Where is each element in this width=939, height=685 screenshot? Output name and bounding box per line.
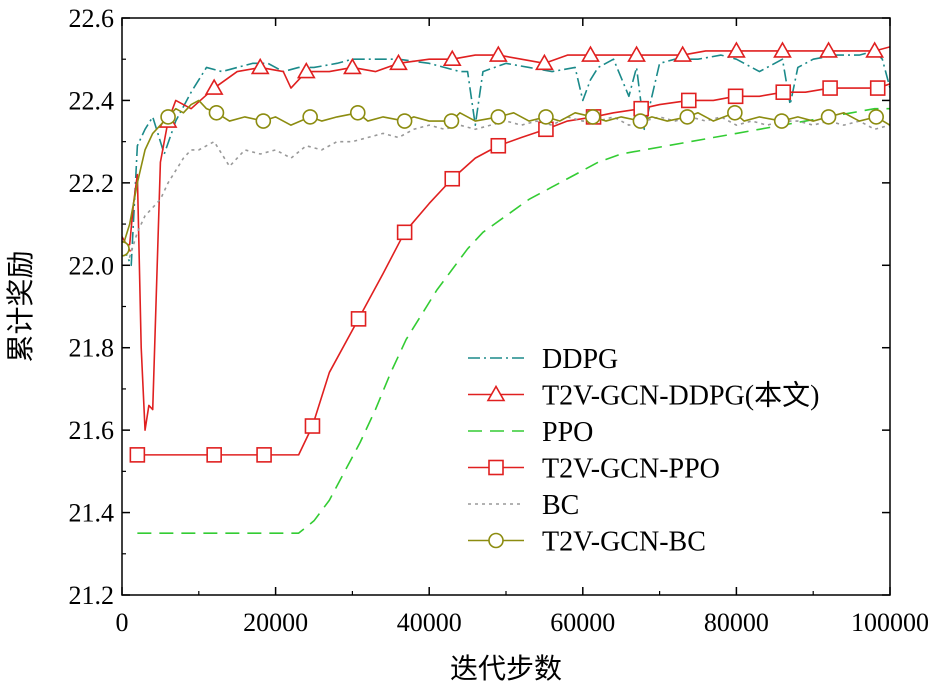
series-t2v-gcn-ppo-marker-27 <box>822 80 838 96</box>
series-bc-line <box>122 116 890 258</box>
y-tick-label: 22.6 <box>69 4 115 33</box>
legend-label: T2V-GCN-BC <box>542 527 706 558</box>
series-t2v-gcn-ddpg-marker-27 <box>535 53 554 71</box>
series-t2v-gcn-ddpg-marker-39 <box>819 41 838 58</box>
series-t2v-gcn-ddpg-marker-29 <box>581 45 600 62</box>
series-t2v-gcn-ddpg-marker-17 <box>296 61 316 79</box>
series-t2v-gcn-ppo-marker-21 <box>680 92 697 109</box>
y-tick-label: 21.8 <box>69 334 115 363</box>
series-t2v-gcn-bc-marker-24 <box>396 113 413 129</box>
legend-item-t2v-gcn-ppo: T2V-GCN-PPO <box>468 454 720 485</box>
legend-item-t2v-gcn-bc-marker-legend <box>488 532 504 549</box>
y-tick-label: 21.2 <box>69 581 115 610</box>
series-ddpg-line <box>122 50 890 267</box>
series-t2v-gcn-ddpg-marker-12 <box>204 78 224 95</box>
series-t2v-gcn-ppo-marker-23 <box>727 88 744 105</box>
series-t2v-gcn-bc-marker-51 <box>820 109 837 125</box>
series-t2v-gcn-ddpg-marker-14 <box>250 57 270 75</box>
series-t2v-gcn-bc-marker-54 <box>868 109 884 125</box>
series-t2v-gcn-bc-marker-45 <box>727 104 743 121</box>
series-t2v-gcn-ppo-marker-11 <box>444 170 461 187</box>
series-t2v-gcn-ddpg-marker-21 <box>389 53 408 71</box>
series-t2v-gcn-ddpg-line <box>122 46 890 431</box>
series-t2v-gcn-ddpg-marker-41 <box>865 41 885 58</box>
y-axis-title: 累计奖励 <box>4 250 37 362</box>
legend-item-t2v-gcn-ddpg: T2V-GCN-DDPG(本文) <box>468 380 819 412</box>
series-layer <box>122 41 890 534</box>
x-tick-label: 40000 <box>397 608 462 637</box>
x-tick-label: 20000 <box>243 608 308 637</box>
series-t2v-gcn-ddpg-marker-25 <box>488 45 508 62</box>
legend-label: T2V-GCN-DDPG(本文) <box>542 380 819 412</box>
x-tick-label: 0 <box>116 608 129 637</box>
legend-item-bc: BC <box>468 490 579 521</box>
series-t2v-gcn-ppo-marker-0 <box>129 447 146 463</box>
series-t2v-gcn-ppo-marker-29 <box>869 80 886 96</box>
legend-item-t2v-gcn-ddpg-marker-legend <box>486 384 506 402</box>
series-t2v-gcn-ddpg-marker-33 <box>673 45 693 62</box>
y-tick-label: 21.6 <box>69 416 115 445</box>
x-tick-label: 60000 <box>550 608 615 637</box>
series-t2v-gcn-ddpg-marker-19 <box>343 57 362 75</box>
legend-item-t2v-gcn-ppo-marker-legend <box>488 459 504 476</box>
series-t2v-gcn-ddpg-marker-31 <box>627 45 646 62</box>
series-t2v-gcn-ddpg-marker-35 <box>727 41 746 58</box>
series-ppo-line <box>137 107 890 534</box>
series-t2v-gcn-bc-marker-30 <box>490 109 507 125</box>
series-t2v-gcn-ppo-marker-25 <box>775 84 792 100</box>
series-t2v-gcn-bc-marker-27 <box>443 113 460 129</box>
legend-label: PPO <box>542 417 593 448</box>
series-t2v-gcn-bc-marker-36 <box>584 109 601 125</box>
y-tick-label: 22.2 <box>69 169 115 198</box>
series-t2v-gcn-bc-marker-6 <box>160 109 176 125</box>
series-t2v-gcn-bc-marker-33 <box>538 109 554 125</box>
series-t2v-gcn-ppo <box>129 80 890 463</box>
legend-label: T2V-GCN-PPO <box>542 454 720 485</box>
series-t2v-gcn-bc-marker-39 <box>632 113 649 129</box>
series-t2v-gcn-bc-marker-0 <box>122 241 130 257</box>
series-t2v-gcn-ddpg-marker-23 <box>442 49 462 67</box>
legend-item-ppo: PPO <box>468 417 593 448</box>
series-t2v-gcn-ddpg <box>122 41 890 431</box>
series-t2v-gcn-ppo-marker-5 <box>304 418 321 434</box>
series-t2v-gcn-bc <box>122 99 890 257</box>
series-t2v-gcn-ddpg-marker-37 <box>773 41 792 58</box>
y-tick-label: 21.4 <box>69 499 115 528</box>
series-t2v-gcn-bc-marker-18 <box>302 109 318 125</box>
y-tick-label: 22.0 <box>69 251 115 280</box>
series-t2v-gcn-bc-marker-48 <box>773 113 790 129</box>
axes-layer: 0 20000 40000 60000 80000 100000 21.2 21.4 21.6 2… <box>69 4 930 637</box>
series-t2v-gcn-ppo-marker-2 <box>206 447 222 463</box>
legend: DDPG T2V-GCN-DDPG(本文) PPO T2V-GCN-PPO BC T2V-… <box>468 344 819 558</box>
x-axis-title: 迭代步数 <box>450 652 562 685</box>
series-t2v-gcn-ppo-marker-3 <box>256 447 272 463</box>
x-tick-label: 80000 <box>704 608 769 637</box>
series-t2v-gcn-ppo-marker-7 <box>350 311 367 327</box>
series-bc <box>122 116 890 258</box>
series-t2v-gcn-bc-marker-42 <box>679 109 696 125</box>
series-t2v-gcn-bc-marker-12 <box>208 104 225 121</box>
legend-label: DDPG <box>542 344 618 375</box>
series-t2v-gcn-bc-marker-15 <box>255 113 272 129</box>
series-t2v-gcn-ppo-marker-9 <box>396 224 413 241</box>
legend-label: BC <box>542 490 579 521</box>
series-ppo <box>137 107 890 534</box>
legend-item-ddpg: DDPG <box>468 344 618 375</box>
series-ddpg <box>122 50 890 267</box>
y-tick-label: 22.4 <box>69 86 115 115</box>
series-t2v-gcn-bc-marker-21 <box>349 104 366 121</box>
legend-item-t2v-gcn-bc: T2V-GCN-BC <box>468 527 706 558</box>
series-t2v-gcn-ppo-marker-13 <box>490 137 507 154</box>
x-tick-label: 100000 <box>851 608 929 637</box>
plot-frame <box>121 17 891 596</box>
